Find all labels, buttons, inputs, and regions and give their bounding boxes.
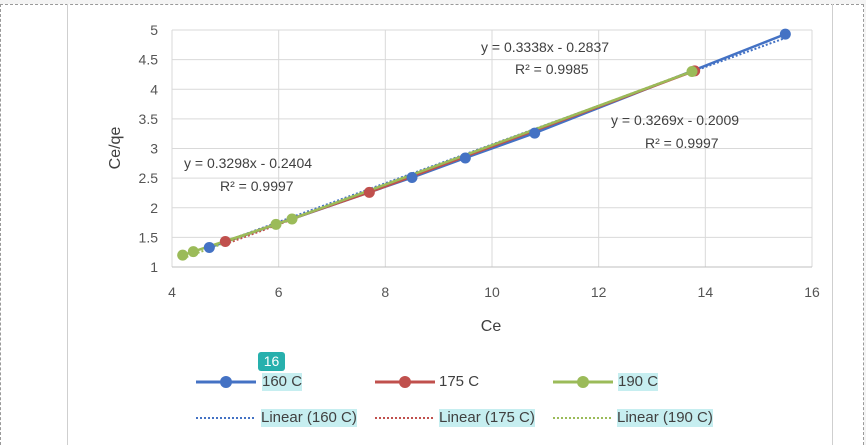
trendline-190c: [182, 70, 693, 260]
data-point-190c: [686, 65, 698, 77]
legend-label-190c: 190 C: [618, 373, 659, 391]
legend-label-linear-160c: Linear (160 C): [261, 409, 357, 427]
y-tick-label: 2: [150, 200, 158, 216]
legend-label-linear-190c: Linear (190 C): [617, 409, 713, 427]
legend-label-160c: 160 C: [262, 373, 303, 391]
y-tick-label: 3: [150, 141, 158, 157]
y-axis-label: Ce/qe: [107, 127, 124, 170]
data-point-190c: [286, 213, 298, 225]
legend: [196, 376, 613, 419]
legend-marker-160c: [220, 376, 232, 388]
data-point-160c: [406, 172, 418, 184]
x-tick-label: 6: [275, 284, 283, 300]
y-tick-label: 5: [150, 22, 158, 38]
trendline-equation-175c: y = 0.3338x - 0.2837: [481, 39, 609, 55]
x-tick-label: 16: [804, 284, 820, 300]
y-tick-label: 1.5: [139, 229, 159, 245]
data-point-160c: [529, 127, 541, 139]
tick-labels: 1 1.5 2 2.5 3 3.5 4 4.5 5 4 6 8 10 12 14 16: [139, 22, 820, 300]
y-tick-label: 4.5: [139, 52, 159, 68]
data-point-160c: [459, 152, 471, 164]
margin-guide-left: [67, 4, 68, 445]
gridlines: [171, 29, 813, 268]
data-point-160c: [779, 28, 791, 40]
y-tick-label: 3.5: [139, 111, 159, 127]
legend-label-linear-175c: Linear (175 C): [439, 409, 535, 427]
legend-marker-190c: [577, 376, 589, 388]
page-number-badge: 16: [258, 352, 285, 371]
legend-label-175c: 175 C: [439, 373, 480, 390]
data-point-190c: [187, 246, 199, 258]
legend-marker-175c: [399, 376, 411, 388]
data-point-175c: [363, 186, 375, 198]
data-point-160c: [203, 241, 215, 253]
y-tick-label: 4: [150, 81, 158, 97]
document-page: [0, 4, 864, 445]
data-point-190c: [177, 249, 189, 261]
trendline-r2-190c: R² = 0.9997: [220, 178, 294, 194]
data-point-190c: [270, 218, 282, 230]
x-tick-label: 10: [484, 284, 500, 300]
y-tick-label: 1: [150, 259, 158, 275]
y-tick-label: 2.5: [139, 170, 159, 186]
x-tick-label: 8: [381, 284, 389, 300]
x-tick-label: 14: [698, 284, 714, 300]
trendline-r2-175c: R² = 0.9985: [515, 61, 589, 77]
trendline-r2-160c: R² = 0.9997: [645, 135, 719, 151]
x-tick-label: 4: [168, 284, 176, 300]
data-point-175c: [219, 236, 231, 248]
x-axis-label: Ce: [481, 318, 502, 335]
trendline-equation-160c: y = 0.3269x - 0.2009: [611, 112, 739, 128]
margin-guide-right: [832, 4, 833, 445]
x-tick-label: 12: [591, 284, 607, 300]
trendline-equation-190c: y = 0.3298x - 0.2404: [184, 155, 312, 171]
data-markers: [177, 28, 791, 261]
